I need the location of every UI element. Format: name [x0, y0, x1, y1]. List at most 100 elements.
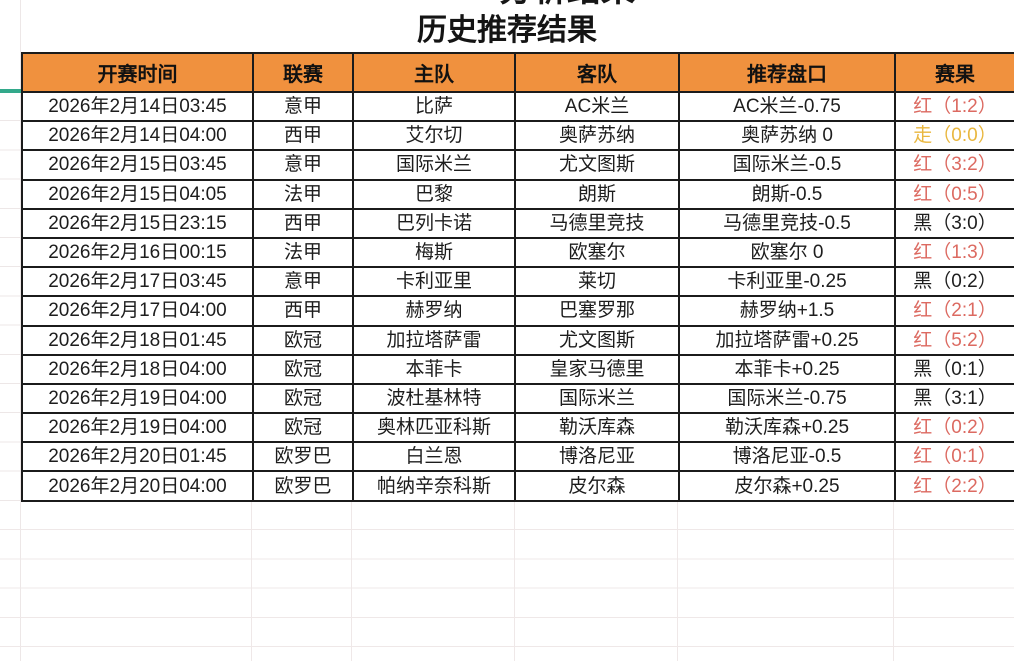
- cell-home-team[interactable]: 白兰恩: [352, 441, 516, 473]
- cell-home-team[interactable]: 国际米兰: [352, 149, 516, 181]
- cell-handicap[interactable]: 朗斯-0.5: [678, 178, 896, 210]
- cell-league[interactable]: 西甲: [252, 207, 354, 239]
- cell-handicap[interactable]: 马德里竞技-0.5: [678, 207, 896, 239]
- cell-match-time[interactable]: 2026年2月19日04:00: [21, 412, 254, 444]
- cell-away-team[interactable]: 欧塞尔: [514, 236, 680, 269]
- cell-league[interactable]: 法甲: [252, 236, 354, 269]
- table-row: 2026年2月19日04:00 欧冠 波杜基林特 国际米兰 国际米兰-0.75 …: [21, 382, 1014, 415]
- cell-away-team[interactable]: 尤文图斯: [514, 149, 680, 181]
- cell-away-team[interactable]: 朗斯: [514, 178, 680, 210]
- cell-handicap[interactable]: 奥萨苏纳 0: [678, 120, 896, 152]
- header-cell-handicap[interactable]: 推荐盘口: [678, 52, 896, 93]
- cell-home-team[interactable]: 帕纳辛奈科斯: [352, 470, 516, 502]
- cell-match-time[interactable]: 2026年2月17日04:00: [21, 295, 254, 327]
- cell-result[interactable]: 红（1:2）: [894, 90, 1014, 123]
- cell-home-team[interactable]: 比萨: [352, 90, 516, 123]
- cell-league[interactable]: 欧冠: [252, 382, 354, 415]
- cell-handicap[interactable]: 卡利亚里-0.25: [678, 266, 896, 298]
- cell-away-team[interactable]: 巴塞罗那: [514, 295, 680, 327]
- table-row: 2026年2月19日04:00 欧冠 奥林匹亚科斯 勒沃库森 勒沃库森+0.25…: [21, 412, 1014, 444]
- cell-home-team[interactable]: 巴黎: [352, 178, 516, 210]
- cell-league[interactable]: 意甲: [252, 266, 354, 298]
- cell-match-time[interactable]: 2026年2月17日03:45: [21, 266, 254, 298]
- cell-away-team[interactable]: 勒沃库森: [514, 412, 680, 444]
- cell-result[interactable]: 走（0:0）: [894, 120, 1014, 152]
- cell-away-team[interactable]: 奥萨苏纳: [514, 120, 680, 152]
- cell-handicap[interactable]: 欧塞尔 0: [678, 236, 896, 269]
- cell-match-time[interactable]: 2026年2月20日04:00: [21, 470, 254, 502]
- cell-result[interactable]: 红（2:2）: [894, 470, 1014, 502]
- result-text: 红（3:2）: [913, 154, 997, 176]
- cell-handicap[interactable]: 勒沃库森+0.25: [678, 412, 896, 444]
- cell-match-time[interactable]: 2026年2月15日23:15: [21, 207, 254, 239]
- cell-handicap[interactable]: 赫罗纳+1.5: [678, 295, 896, 327]
- cell-away-team[interactable]: 马德里竞技: [514, 207, 680, 239]
- cell-result[interactable]: 红（5:2）: [894, 324, 1014, 356]
- cell-league[interactable]: 意甲: [252, 149, 354, 181]
- cell-result[interactable]: 黑（3:0）: [894, 207, 1014, 239]
- cell-league[interactable]: 欧冠: [252, 324, 354, 356]
- cell-league[interactable]: 欧罗巴: [252, 441, 354, 473]
- cell-home-team[interactable]: 卡利亚里: [352, 266, 516, 298]
- cell-match-time[interactable]: 2026年2月20日01:45: [21, 441, 254, 473]
- table-row: 2026年2月15日23:15 西甲 巴列卡诺 马德里竞技 马德里竞技-0.5 …: [21, 207, 1014, 239]
- cell-result[interactable]: 黑（0:2）: [894, 266, 1014, 298]
- result-text: 红（1:2）: [913, 96, 997, 118]
- cell-match-time[interactable]: 2026年2月15日03:45: [21, 149, 254, 181]
- cell-home-team[interactable]: 赫罗纳: [352, 295, 516, 327]
- cell-handicap[interactable]: 加拉塔萨雷+0.25: [678, 324, 896, 356]
- header-cell-league[interactable]: 联赛: [252, 52, 354, 93]
- cell-result[interactable]: 黑（0:1）: [894, 353, 1014, 385]
- cell-match-time[interactable]: 2026年2月19日04:00: [21, 382, 254, 415]
- cell-away-team[interactable]: AC米兰: [514, 90, 680, 123]
- header-cell-away[interactable]: 客队: [514, 52, 680, 93]
- cell-result[interactable]: 红（2:1）: [894, 295, 1014, 327]
- cell-handicap[interactable]: 国际米兰-0.75: [678, 382, 896, 415]
- cell-result[interactable]: 红（0:2）: [894, 412, 1014, 444]
- cell-home-team[interactable]: 加拉塔萨雷: [352, 324, 516, 356]
- result-text: 黑（0:2）: [913, 271, 997, 293]
- header-cell-result[interactable]: 赛果: [894, 52, 1014, 93]
- header-cell-time[interactable]: 开赛时间: [21, 52, 254, 93]
- cell-league[interactable]: 西甲: [252, 295, 354, 327]
- header-cell-home[interactable]: 主队: [352, 52, 516, 93]
- result-text: 红（2:2）: [913, 475, 997, 497]
- result-text: 红（0:2）: [913, 417, 997, 439]
- cell-away-team[interactable]: 莱切: [514, 266, 680, 298]
- cell-home-team[interactable]: 本菲卡: [352, 353, 516, 385]
- cell-match-time[interactable]: 2026年2月15日04:05: [21, 178, 254, 210]
- cell-handicap[interactable]: AC米兰-0.75: [678, 90, 896, 123]
- cell-handicap[interactable]: 博洛尼亚-0.5: [678, 441, 896, 473]
- cell-away-team[interactable]: 皇家马德里: [514, 353, 680, 385]
- cell-away-team[interactable]: 皮尔森: [514, 470, 680, 502]
- cell-result[interactable]: 红（0:1）: [894, 441, 1014, 473]
- cell-match-time[interactable]: 2026年2月14日04:00: [21, 120, 254, 152]
- cell-match-time[interactable]: 2026年2月14日03:45: [21, 90, 254, 123]
- cell-match-time[interactable]: 2026年2月18日01:45: [21, 324, 254, 356]
- cell-away-team[interactable]: 国际米兰: [514, 382, 680, 415]
- cell-league[interactable]: 西甲: [252, 120, 354, 152]
- results-table-header: 开赛时间 联赛 主队 客队 推荐盘口 赛果: [21, 52, 1014, 93]
- cell-result[interactable]: 红（1:3）: [894, 236, 1014, 269]
- cell-handicap[interactable]: 本菲卡+0.25: [678, 353, 896, 385]
- cell-handicap[interactable]: 皮尔森+0.25: [678, 470, 896, 502]
- cell-league[interactable]: 法甲: [252, 178, 354, 210]
- cell-result[interactable]: 红（0:5）: [894, 178, 1014, 210]
- cell-result[interactable]: 红（3:2）: [894, 149, 1014, 181]
- cell-away-team[interactable]: 尤文图斯: [514, 324, 680, 356]
- cell-match-time[interactable]: 2026年2月16日00:15: [21, 236, 254, 269]
- cell-home-team[interactable]: 艾尔切: [352, 120, 516, 152]
- cell-home-team[interactable]: 梅斯: [352, 236, 516, 269]
- table-row: 2026年2月14日04:00 西甲 艾尔切 奥萨苏纳 奥萨苏纳 0 走（0:0…: [21, 120, 1014, 152]
- cell-league[interactable]: 意甲: [252, 90, 354, 123]
- cell-home-team[interactable]: 巴列卡诺: [352, 207, 516, 239]
- cell-league[interactable]: 欧冠: [252, 412, 354, 444]
- cell-match-time[interactable]: 2026年2月18日04:00: [21, 353, 254, 385]
- cell-away-team[interactable]: 博洛尼亚: [514, 441, 680, 473]
- cell-home-team[interactable]: 奥林匹亚科斯: [352, 412, 516, 444]
- cell-home-team[interactable]: 波杜基林特: [352, 382, 516, 415]
- cell-league[interactable]: 欧罗巴: [252, 470, 354, 502]
- cell-league[interactable]: 欧冠: [252, 353, 354, 385]
- cell-handicap[interactable]: 国际米兰-0.5: [678, 149, 896, 181]
- cell-result[interactable]: 黑（3:1）: [894, 382, 1014, 415]
